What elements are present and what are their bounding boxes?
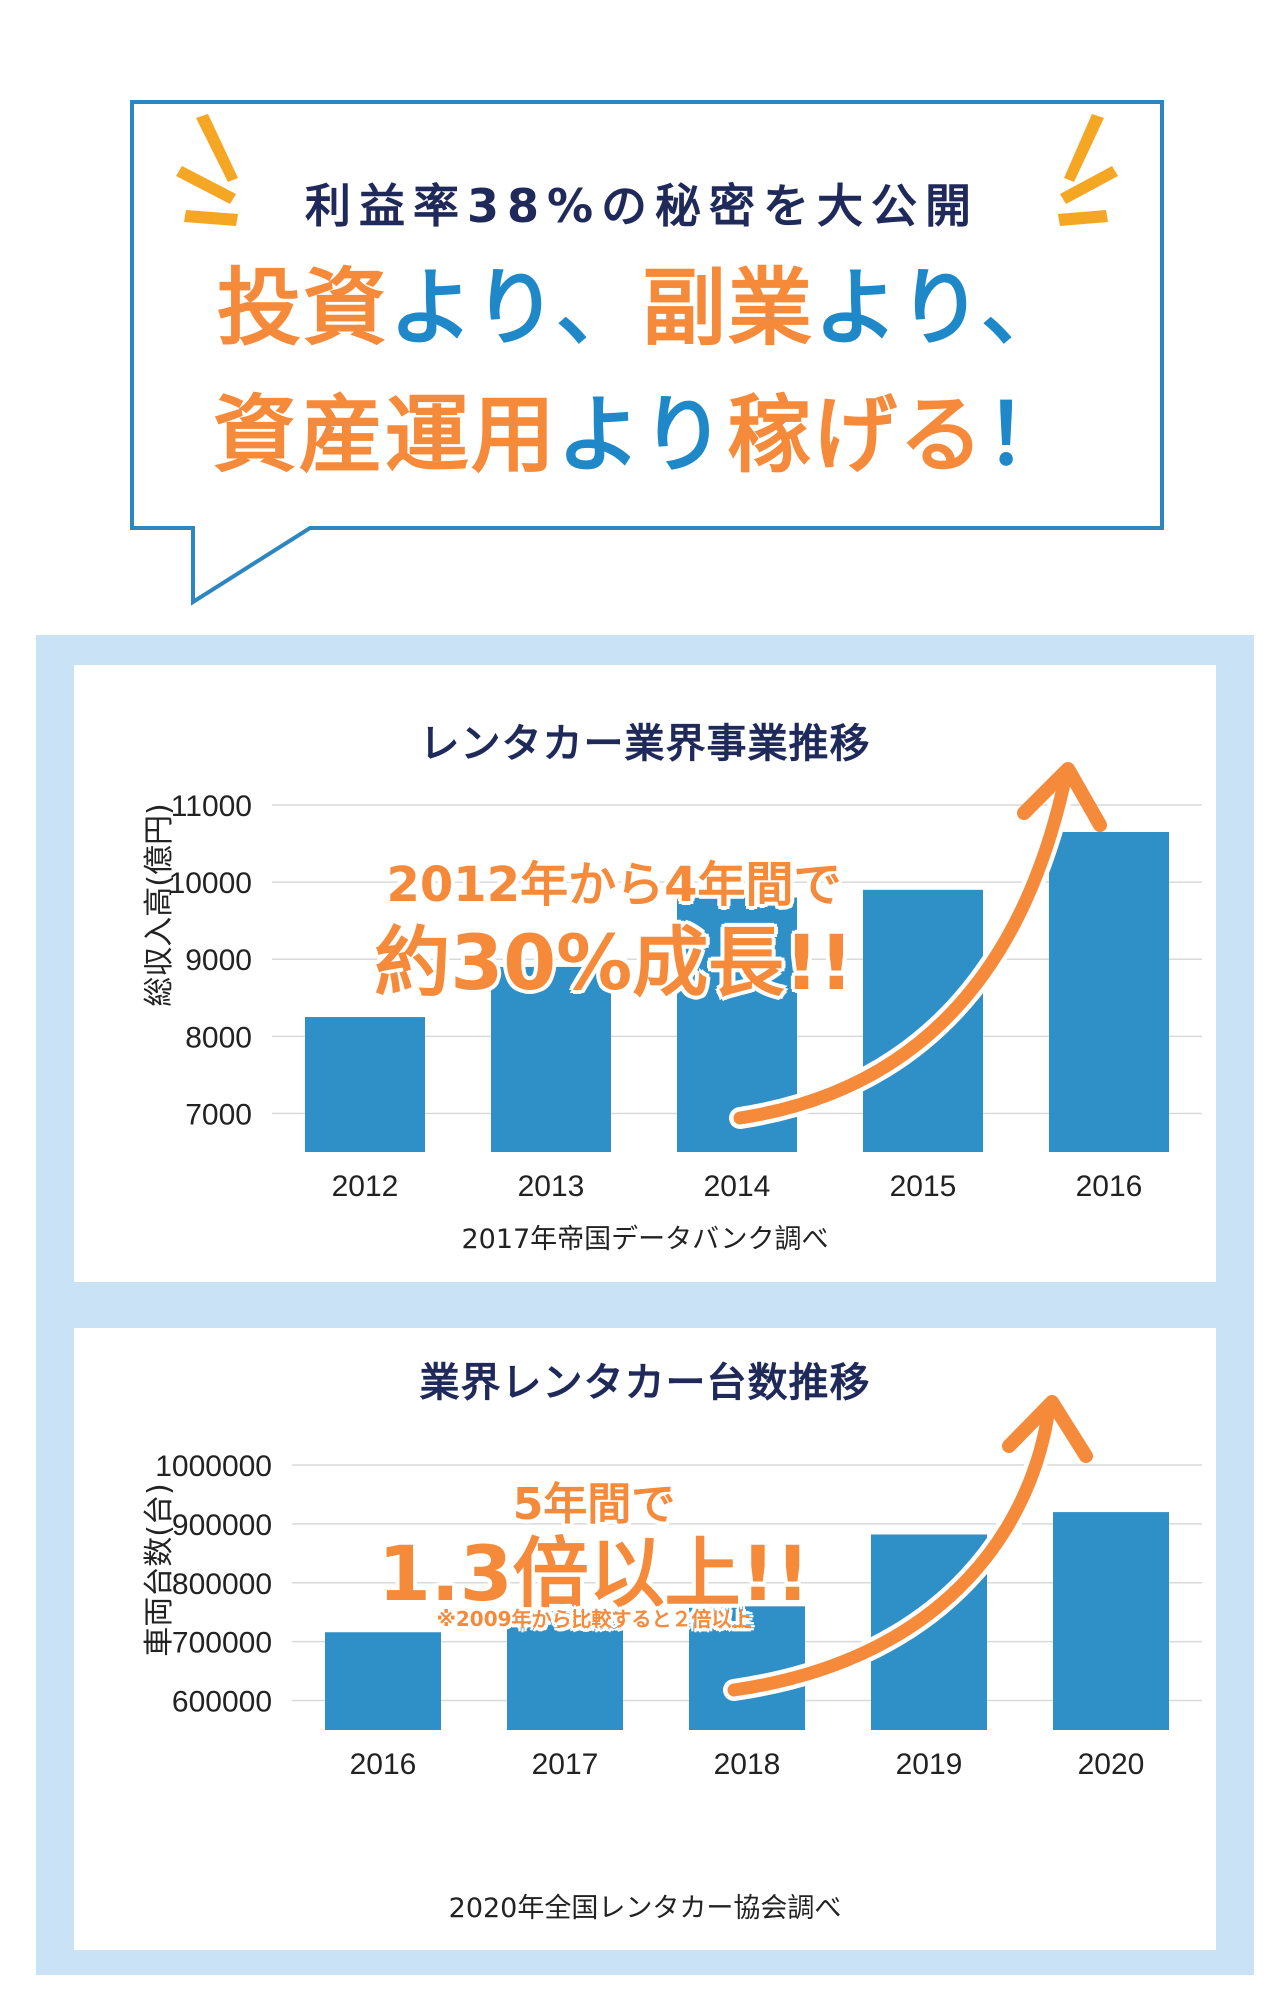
growth-arrowhead-icon (1002, 1395, 1093, 1463)
y-axis-label: 総収入高(億円) (142, 803, 177, 1007)
chart-card-vehicles: 業界レンタカー台数推移 1000000 900000 800000 700000 600… (74, 1328, 1216, 1950)
bar-2015 (863, 889, 983, 1152)
growth-arrow-icon (727, 1401, 1056, 1697)
bar-2016 (1049, 831, 1169, 1152)
headline-segment: 資産運用 (212, 386, 557, 484)
x-tick-label: 2016 (350, 1748, 417, 1781)
bar-2016 (325, 1632, 441, 1730)
headline-segment: より、 (389, 259, 642, 357)
y-axis-label: 車両台数(台) (142, 1483, 177, 1657)
chart-source: 2020年全国レンタカー協会調べ (448, 1893, 842, 1924)
growth-callout-line1: 5年間で (512, 1479, 676, 1530)
bar-2018 (689, 1606, 805, 1730)
headline-segment: より、 (814, 259, 1067, 357)
bar-2017 (507, 1611, 623, 1730)
headline-segment: 投資 (217, 259, 390, 357)
x-tick-label: 2014 (704, 1170, 771, 1203)
y-tick-label: 9000 (185, 944, 252, 977)
growth-arrow-icon (733, 768, 1073, 1125)
y-tick-label: 10000 (169, 867, 252, 900)
bar-2013 (491, 966, 611, 1152)
headline-segment: ！ (985, 386, 1072, 484)
charts-panel: レンタカー業界事業推移 11000 10000 9000 8000 7000 2012 20… (36, 635, 1254, 1975)
growth-callout-line1: 2012年から4年間で (386, 857, 842, 913)
y-tick-label: 600000 (172, 1686, 272, 1719)
y-tick-label: 8000 (185, 1021, 252, 1054)
speech-bubble (130, 100, 1164, 606)
x-tick-label: 2017 (532, 1748, 599, 1781)
chart-title: レンタカー業界事業推移 (419, 721, 871, 767)
vehicle-bar-chart: 1000000 900000 800000 700000 600000 2016 2017 2… (155, 1395, 1202, 1781)
x-tick-label: 2013 (518, 1170, 585, 1203)
header-subtitle: 利益率38%の秘密を大公開 (304, 179, 980, 233)
x-tick-label: 2012 (332, 1170, 399, 1203)
headline-segment: 副業 (642, 259, 815, 357)
accent-lines-left-icon (176, 114, 238, 226)
bar-2020 (1053, 1512, 1169, 1730)
headline-segment: 稼げる (727, 386, 986, 484)
headline-segment: より (556, 386, 728, 484)
growth-callout-note: ※2009年から比較すると２倍以上 (436, 1607, 752, 1631)
growth-callout-line2: 約30%成長!! (374, 918, 854, 1007)
y-tick-label: 1000000 (155, 1450, 272, 1483)
chart-source: 2017年帝国データバンク調べ (461, 1224, 829, 1255)
x-tick-label: 2019 (896, 1748, 963, 1781)
y-tick-label: 800000 (172, 1568, 272, 1601)
growth-callout-line2: 1.3倍以上!! (378, 1529, 810, 1618)
revenue-bar-chart: 11000 10000 9000 8000 7000 2012 2013 2014 2015 20… (169, 762, 1202, 1203)
headline-line-1: 投資より、副業より、 (150, 258, 1134, 358)
x-tick-label: 2020 (1078, 1748, 1145, 1781)
y-tick-label: 7000 (185, 1098, 252, 1131)
y-tick-label: 900000 (172, 1509, 272, 1542)
chart-card-revenue: レンタカー業界事業推移 11000 10000 9000 8000 7000 2012 20… (74, 665, 1216, 1282)
x-tick-label: 2016 (1076, 1170, 1143, 1203)
x-tick-label: 2018 (714, 1748, 781, 1781)
chart-title: 業界レンタカー台数推移 (419, 1360, 871, 1406)
y-tick-label: 11000 (171, 790, 252, 823)
y-tick-label: 700000 (172, 1627, 272, 1660)
accent-lines-right-icon (1058, 114, 1118, 226)
growth-arrowhead-icon (1017, 762, 1107, 832)
x-tick-label: 2015 (890, 1170, 957, 1203)
bar-2012 (305, 1017, 425, 1152)
headline-line-2: 資産運用より稼げる！ (150, 385, 1134, 485)
